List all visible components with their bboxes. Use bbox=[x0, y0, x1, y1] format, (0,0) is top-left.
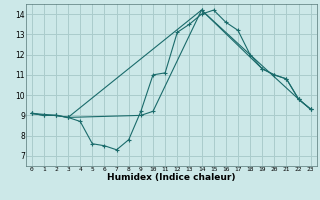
X-axis label: Humidex (Indice chaleur): Humidex (Indice chaleur) bbox=[107, 173, 236, 182]
